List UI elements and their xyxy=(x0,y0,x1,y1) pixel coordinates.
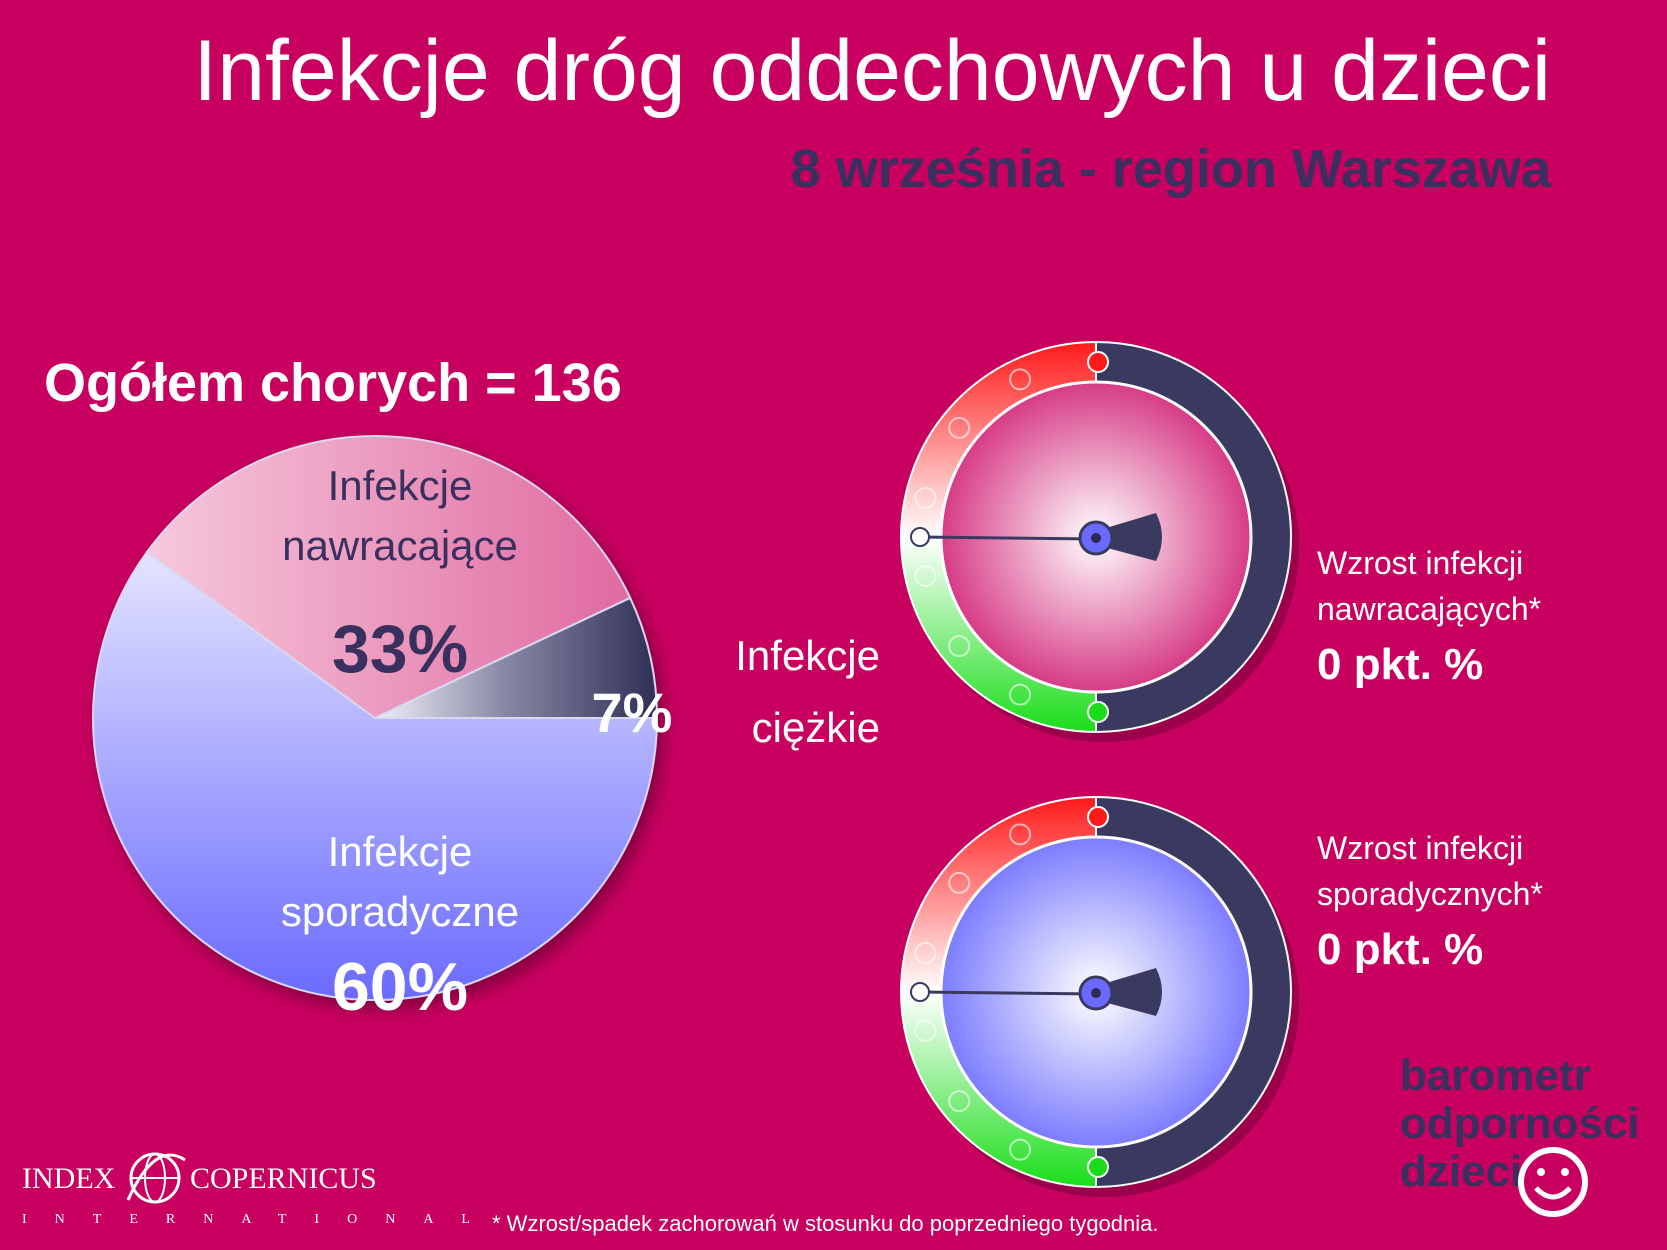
slice-value-sporadyczne: 60% xyxy=(332,949,468,1025)
page-title: Infekcje dróg oddechowych u dzieci xyxy=(193,23,1551,119)
gauge-tick xyxy=(914,564,937,587)
gauge-1-value: 0 pkt. % xyxy=(1317,640,1484,689)
gauge-tick xyxy=(914,942,937,965)
brand-line-1: barometr xyxy=(1400,1051,1591,1100)
gauge-1-line-1: Wzrost infekcji xyxy=(1317,545,1524,581)
gauge-hub-center xyxy=(1091,533,1101,543)
pie-slice-sporadyczne xyxy=(92,550,659,1001)
gauge-needle-tip xyxy=(910,982,930,1002)
logo-index: INDEX xyxy=(22,1162,116,1195)
gauge-needle xyxy=(919,535,1097,541)
total-patients-label: Ogółem chorych = 136 xyxy=(44,353,622,413)
gauge-2 xyxy=(900,795,1299,1197)
slice-value-nawracajace: 33% xyxy=(332,611,468,687)
logo-copernicus: COPERNICUS xyxy=(190,1162,377,1195)
gauge-2-value: 0 pkt. % xyxy=(1317,925,1484,974)
ciezkie-line-1: Infekcje xyxy=(735,632,880,679)
slice-value-ciezkie: 7% xyxy=(592,681,673,744)
gauge-2-caption: Wzrost infekcji sporadycznych* 0 pkt. % xyxy=(1317,825,1543,975)
brand-line-3: dzieci xyxy=(1400,1147,1523,1196)
gauge-needle-tail xyxy=(1096,968,1162,1016)
gauge-needle-tip xyxy=(910,527,930,547)
footnote: * Wzrost/spadek zachorowań w stosunku do… xyxy=(492,1211,1159,1236)
brand-logo: barometr odporności dzieci xyxy=(1400,1052,1640,1196)
gauge-tick xyxy=(1009,1138,1032,1161)
gauge-tick xyxy=(1009,368,1032,391)
brand-line-2: odporności xyxy=(1400,1099,1640,1148)
gauge-tick xyxy=(914,1019,937,1042)
gauge-2-line-1: Wzrost infekcji xyxy=(1317,830,1524,866)
gauge-tick xyxy=(948,635,971,658)
gauge-tick xyxy=(948,871,971,894)
gauge-tick xyxy=(948,1090,971,1113)
gauge-needle-tail xyxy=(1096,513,1162,561)
gauge-tick xyxy=(914,487,937,510)
gauge-tick xyxy=(1087,701,1109,723)
gauge-1-line-2: nawracających* xyxy=(1317,591,1542,627)
gauge-needle xyxy=(919,990,1097,996)
gauge-tick xyxy=(1009,823,1032,846)
pie-slice-ciezkie xyxy=(374,596,659,719)
logo-international: INTERNATIONAL xyxy=(22,1212,498,1227)
gauge-tick xyxy=(948,416,971,439)
gauge-1 xyxy=(900,340,1299,742)
slice-label-nawracajace-2: nawracające xyxy=(282,522,518,569)
gauge-1-caption: Wzrost infekcji nawracających* 0 pkt. % xyxy=(1317,540,1541,690)
slice-label-sporadyczne-1: Infekcje xyxy=(328,828,473,875)
slice-label-ciezkie: Infekcje ciężkie xyxy=(700,620,880,764)
gauge-2-line-2: sporadycznych* xyxy=(1317,876,1543,912)
gauge-tick xyxy=(1009,683,1032,706)
gauge-tick xyxy=(1087,806,1109,828)
ciezkie-line-2: ciężkie xyxy=(751,704,880,751)
gauge-tick xyxy=(1087,1156,1109,1178)
gauge-hub-center xyxy=(1091,988,1101,998)
gauge-tick xyxy=(1087,351,1109,373)
slice-label-sporadyczne-2: sporadyczne xyxy=(281,888,519,935)
pie-slice-nawracajace xyxy=(145,435,632,720)
slice-label-nawracajace-1: Infekcje xyxy=(328,462,473,509)
page-subtitle: 8 września - region Warszawa xyxy=(790,139,1551,199)
